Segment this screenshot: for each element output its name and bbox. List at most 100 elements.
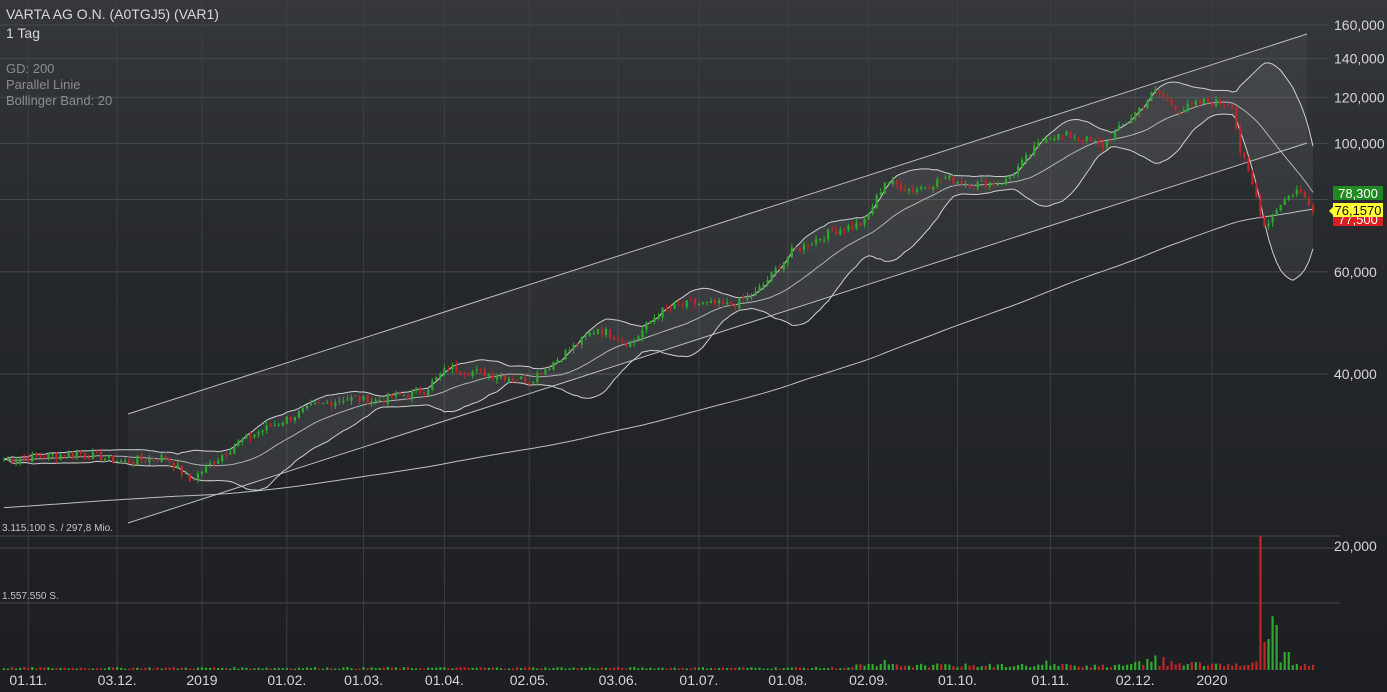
candle-body xyxy=(540,373,543,375)
candle-body xyxy=(637,336,640,340)
volume-bar xyxy=(778,668,781,670)
candle-body xyxy=(176,464,179,469)
candle-body xyxy=(851,225,854,229)
candle-body xyxy=(1021,159,1024,168)
volume-bar xyxy=(431,667,434,670)
x-tick-label: 02.09. xyxy=(849,672,888,688)
candle-body xyxy=(91,451,94,459)
volume-bar xyxy=(237,668,240,670)
candle-body xyxy=(1029,155,1032,157)
volume-bar xyxy=(766,668,769,670)
volume-bar xyxy=(305,667,309,670)
candle-body xyxy=(835,230,838,235)
candle-body xyxy=(1303,192,1306,198)
candle-body xyxy=(548,368,551,370)
candle-body xyxy=(334,402,337,407)
volume-bar xyxy=(887,664,890,670)
candle-body xyxy=(608,329,612,338)
volume-bar xyxy=(1235,663,1238,670)
candle-body xyxy=(479,368,482,370)
volume-bar xyxy=(863,665,866,670)
candle-body xyxy=(617,339,620,342)
candle-body xyxy=(1061,135,1064,137)
candle-body xyxy=(475,369,478,371)
volume-bar xyxy=(467,667,470,670)
volume-bar xyxy=(419,667,422,670)
candle-body xyxy=(439,373,442,378)
candle-body xyxy=(419,387,422,394)
x-tick-label: 01.08. xyxy=(768,672,807,688)
volume-bar xyxy=(455,667,458,670)
candle-body xyxy=(1299,189,1302,193)
candle-body xyxy=(285,416,288,424)
volume-bar xyxy=(1267,639,1270,670)
volume-bar xyxy=(285,667,288,670)
volume-bar xyxy=(693,667,696,670)
candle-body xyxy=(600,329,604,334)
volume-bar xyxy=(217,667,220,670)
candle-body xyxy=(681,305,684,307)
volume-bar xyxy=(1231,665,1234,670)
volume-bar xyxy=(1069,664,1072,670)
candle-body xyxy=(1150,92,1153,101)
volume-bar xyxy=(83,668,86,670)
volume-bar xyxy=(427,667,430,670)
chart-interval: 1 Tag xyxy=(6,25,40,41)
volume-bar xyxy=(1045,660,1048,670)
volume-bar xyxy=(633,667,636,670)
chart-title: VARTA AG O.N. (A0TGJ5) (VAR1) xyxy=(6,6,219,22)
candle-body xyxy=(1073,137,1076,139)
candle-body xyxy=(314,403,317,405)
candle-body xyxy=(802,244,806,250)
volume-bar xyxy=(1061,663,1064,670)
candle-body xyxy=(1041,141,1044,143)
volume-bar xyxy=(629,667,632,670)
volume-bar xyxy=(879,664,882,670)
volume-bar xyxy=(27,667,30,670)
volume-bar xyxy=(245,667,248,670)
volume-bar xyxy=(891,663,894,670)
volume-bar xyxy=(903,665,907,670)
candle-body xyxy=(398,392,402,395)
candle-body xyxy=(677,304,680,306)
candle-body xyxy=(229,452,232,455)
candle-body xyxy=(1142,107,1145,109)
candle-body xyxy=(491,374,494,379)
volume-bar xyxy=(15,668,18,670)
candle-body xyxy=(1275,210,1278,215)
candle-body xyxy=(625,343,628,347)
candle-body xyxy=(920,187,923,189)
volume-bar xyxy=(1008,666,1012,670)
volume-bar xyxy=(528,667,531,670)
candle-body xyxy=(701,302,705,304)
candle-body xyxy=(374,399,377,402)
candle-body xyxy=(128,459,131,464)
candle-body xyxy=(952,176,955,184)
candle-body xyxy=(305,405,309,409)
candle-body xyxy=(124,460,127,462)
x-tick-label: 02.05. xyxy=(510,672,549,688)
volume-bar xyxy=(520,668,523,670)
price-badge-label: 76,1570 xyxy=(1335,203,1382,218)
volume-bar xyxy=(584,668,587,670)
candle-body xyxy=(641,330,644,338)
volume-bar xyxy=(709,668,713,670)
volume-bar xyxy=(51,668,54,670)
volume-bar xyxy=(23,667,26,670)
candle-body xyxy=(932,186,935,190)
volume-bar xyxy=(350,668,353,670)
volume-bar xyxy=(463,667,466,670)
volume-bar xyxy=(1041,664,1044,670)
volume-bar xyxy=(253,668,256,670)
candle-body xyxy=(1037,142,1040,147)
volume-bar xyxy=(1311,664,1315,670)
candle-body xyxy=(67,451,70,458)
candle-body xyxy=(520,376,523,380)
volume-bar xyxy=(645,668,648,670)
volume-bar xyxy=(992,667,995,670)
candle-body xyxy=(467,373,470,376)
candle-body xyxy=(378,400,381,402)
volume-bar xyxy=(944,663,947,670)
volume-bar xyxy=(225,668,228,670)
